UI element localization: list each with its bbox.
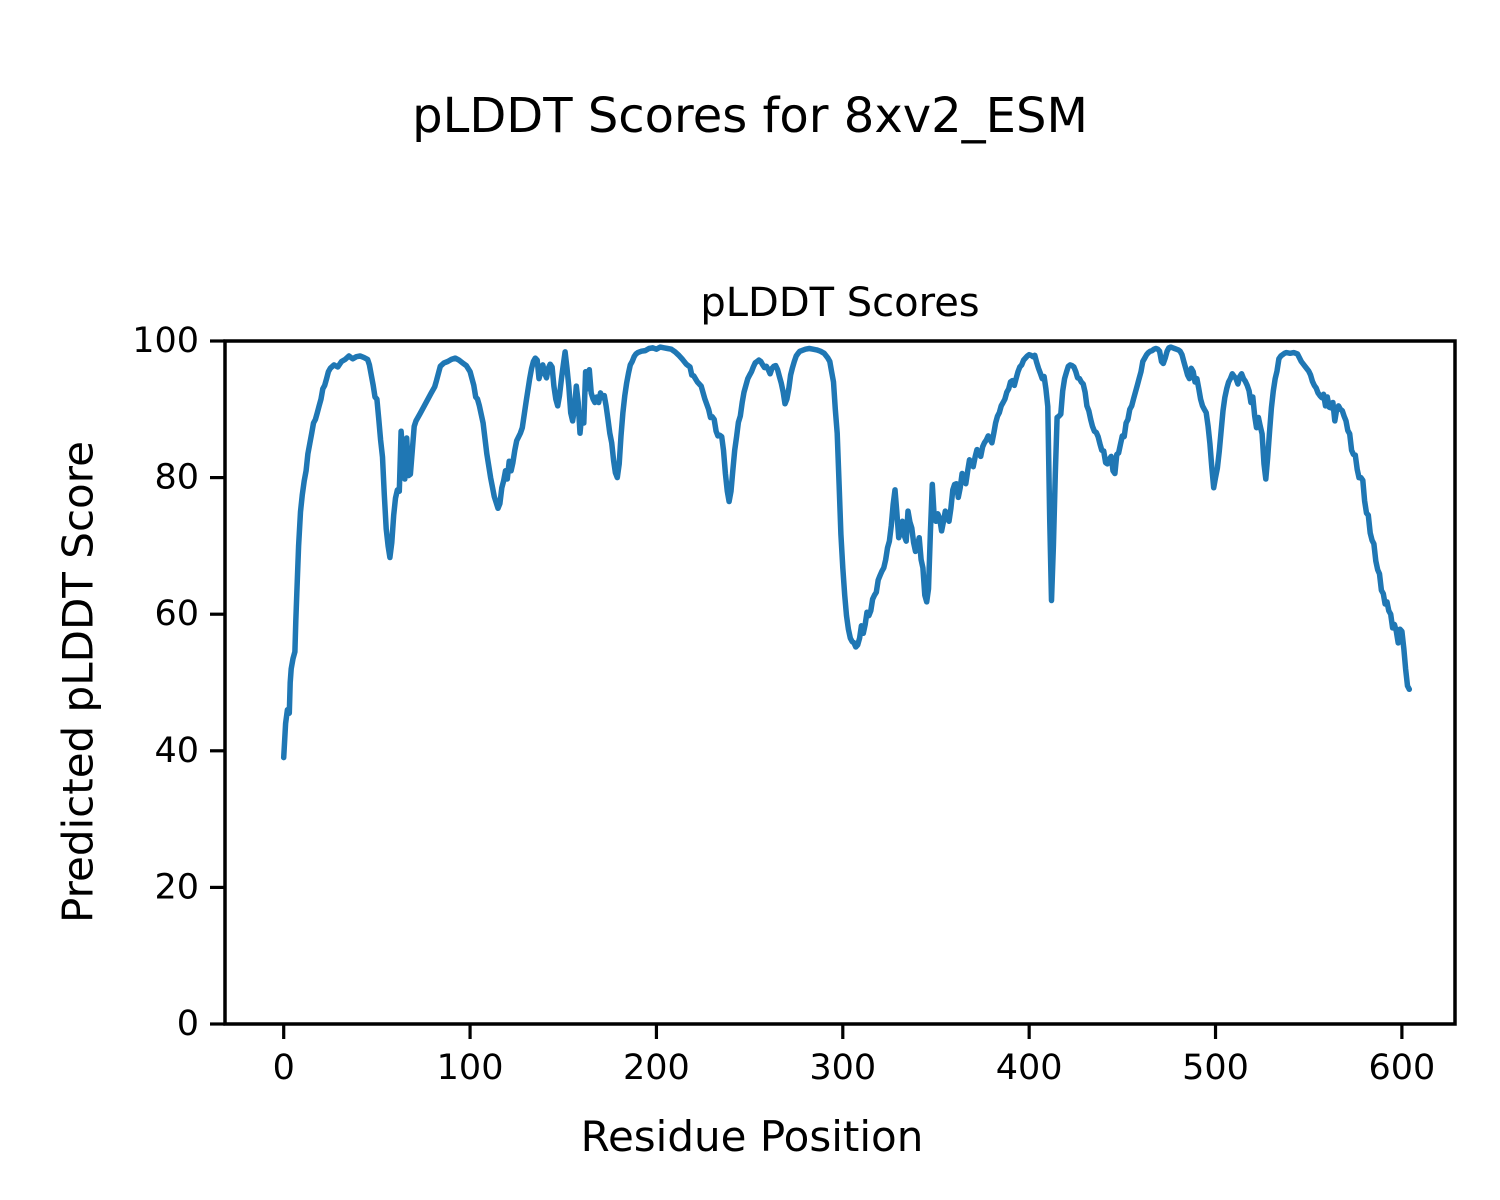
x-axis-tick-label: 400 [996, 1048, 1063, 1088]
x-axis-tick-label: 0 [273, 1048, 295, 1088]
x-axis-tick-label: 500 [1182, 1048, 1249, 1088]
y-axis-tick-label: 40 [154, 731, 199, 771]
x-axis-tick-label: 200 [623, 1048, 690, 1088]
y-axis-tick-label: 20 [154, 867, 199, 907]
pldd-score-line [280, 344, 1413, 761]
figure-suptitle: pLDDT Scores for 8xv2_ESM [412, 88, 1088, 144]
y-axis-tick-label: 80 [154, 458, 199, 498]
y-axis-tick-label: 100 [132, 321, 199, 361]
x-axis-label: Residue Position [580, 1112, 924, 1161]
y-axis-tick-label: 0 [177, 1004, 199, 1044]
y-axis-tick-label: 60 [154, 594, 199, 634]
x-axis-tick-label: 100 [437, 1048, 504, 1088]
plot-border [223, 339, 1457, 1026]
x-axis-tick-label: 300 [809, 1048, 876, 1088]
axes-title: pLDDT Scores [700, 280, 980, 326]
x-axis-tick-label: 600 [1368, 1048, 1435, 1088]
